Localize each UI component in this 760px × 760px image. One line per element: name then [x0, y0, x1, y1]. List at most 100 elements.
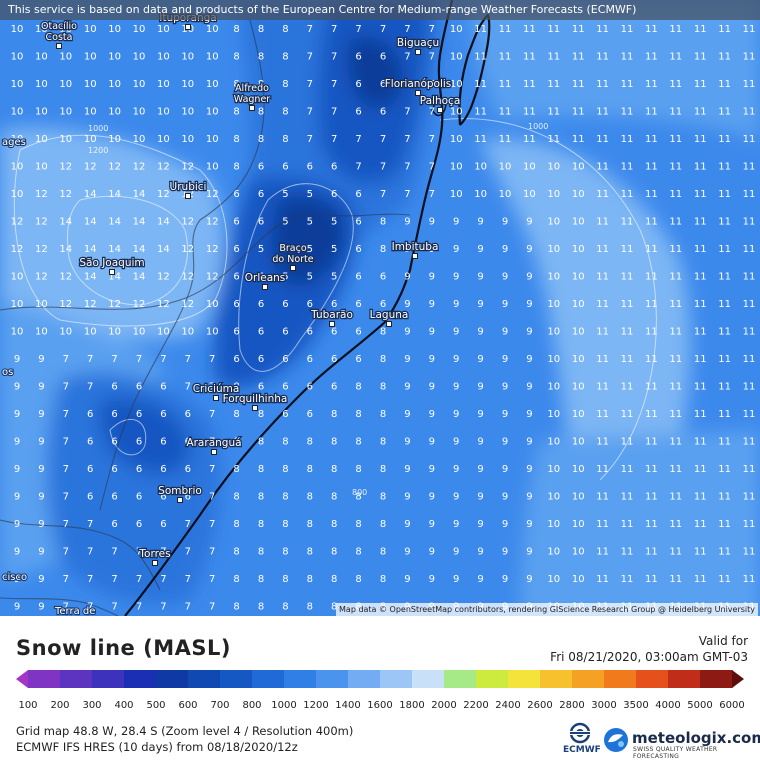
grid-value: 9: [502, 272, 508, 283]
grid-value: 6: [233, 327, 239, 338]
grid-value: 9: [404, 547, 410, 558]
grid-value: 9: [502, 409, 508, 420]
grid-value: 11: [694, 189, 707, 200]
grid-value: 8: [307, 547, 313, 558]
grid-value: 11: [718, 437, 731, 448]
grid-value: 10: [547, 272, 560, 283]
grid-value: 6: [136, 464, 142, 475]
city-marker: Forquilhinha: [221, 392, 289, 411]
grid-value: 8: [233, 107, 239, 118]
grid-value: 6: [331, 189, 337, 200]
scale-swatch: [412, 670, 445, 688]
grid-value: 7: [307, 79, 313, 90]
grid-value: 6: [355, 52, 361, 63]
grid-value: 11: [743, 519, 756, 530]
city-label: Florianópolis: [385, 78, 452, 90]
grid-value: 6: [355, 244, 361, 255]
city-marker: Tubarão: [309, 308, 354, 327]
grid-value: 6: [282, 162, 288, 173]
grid-value: 10: [11, 272, 24, 283]
grid-value: 10: [157, 107, 170, 118]
grid-value: 7: [404, 107, 410, 118]
grid-value: 10: [572, 382, 585, 393]
grid-value: 6: [380, 272, 386, 283]
grid-value: 6: [355, 107, 361, 118]
grid-value: 9: [38, 574, 44, 585]
scale-swatch: [28, 670, 61, 688]
grid-value: 8: [380, 354, 386, 365]
grid-value: 6: [87, 492, 93, 503]
city-dot-icon: [386, 321, 392, 327]
grid-value: 12: [108, 299, 121, 310]
grid-value: 8: [331, 492, 337, 503]
grid-value: 9: [526, 437, 532, 448]
scale-swatch: [348, 670, 381, 688]
grid-value: 11: [523, 134, 536, 145]
grid-value: 10: [523, 162, 536, 173]
scale-label: 3000: [591, 700, 616, 711]
grid-value: 11: [645, 464, 658, 475]
model-info: ECMWF IFS HRES (10 days) from 08/18/2020…: [16, 740, 298, 754]
city-label: Otacílio: [41, 21, 77, 32]
grid-value: 10: [35, 79, 48, 90]
grid-value: 8: [380, 437, 386, 448]
city-dot-icon: [152, 560, 158, 566]
grid-value: 12: [133, 162, 146, 173]
grid-value: 7: [307, 107, 313, 118]
grid-value: 11: [645, 52, 658, 63]
grid-value: 7: [136, 354, 142, 365]
grid-value: 6: [111, 382, 117, 393]
grid-value: 7: [87, 602, 93, 613]
scale-swatch: [636, 670, 669, 688]
grid-value: 9: [477, 547, 483, 558]
grid-value: 7: [404, 79, 410, 90]
scale-swatch: [92, 670, 125, 688]
grid-value: 7: [404, 52, 410, 63]
grid-value: 6: [258, 189, 264, 200]
grid-value: 11: [743, 492, 756, 503]
grid-value: 11: [499, 79, 512, 90]
grid-value: 10: [11, 299, 24, 310]
grid-value: 8: [282, 574, 288, 585]
grid-value: 10: [11, 24, 24, 35]
grid-value: 8: [307, 464, 313, 475]
grid-value: 6: [160, 382, 166, 393]
grid-value: 8: [258, 24, 264, 35]
grid-value: 11: [645, 492, 658, 503]
grid-value: 9: [38, 602, 44, 613]
grid-value: 8: [380, 244, 386, 255]
grid-value: 11: [596, 519, 609, 530]
grid-value: 9: [38, 382, 44, 393]
grid-value: 9: [404, 437, 410, 448]
map-attribution[interactable]: Map data © OpenStreetMap contributors, r…: [336, 603, 758, 616]
city-label: Wagner: [234, 94, 271, 105]
grid-value: 11: [621, 382, 634, 393]
grid-value: 8: [282, 464, 288, 475]
grid-value: 10: [11, 79, 24, 90]
grid-value: 9: [526, 244, 532, 255]
grid-value: 7: [111, 574, 117, 585]
contour-label: 1200: [88, 146, 108, 155]
grid-value: 11: [596, 354, 609, 365]
grid-value: 11: [743, 24, 756, 35]
grid-value: 6: [331, 382, 337, 393]
grid-value: 11: [694, 437, 707, 448]
grid-value: 9: [429, 382, 435, 393]
snow-line-map[interactable]: 10 10 10 10 10 10 10 10 10 8 8 8 7 7 7 7 7 7 10 11 11 11 11 11 1…: [0, 0, 760, 616]
grid-value: 11: [621, 52, 634, 63]
meteologix-brand[interactable]: meteologix.com: [632, 729, 760, 747]
grid-value: 11: [718, 272, 731, 283]
grid-value: 9: [526, 217, 532, 228]
grid-value: 5: [258, 244, 264, 255]
city-dot-icon: [211, 449, 217, 455]
color-scale: 100 200 300 400 500 600 700 800 1000 1200 1400 1600…: [16, 670, 745, 711]
grid-value: 10: [59, 52, 72, 63]
city-marker: Orleans: [243, 271, 287, 290]
grid-value: 11: [596, 464, 609, 475]
grid-value: 10: [547, 464, 560, 475]
grid-value: 10: [572, 547, 585, 558]
grid-value: 11: [718, 299, 731, 310]
grid-value: 12: [157, 299, 170, 310]
grid-value: 7: [160, 354, 166, 365]
scale-label: 400: [114, 700, 133, 711]
